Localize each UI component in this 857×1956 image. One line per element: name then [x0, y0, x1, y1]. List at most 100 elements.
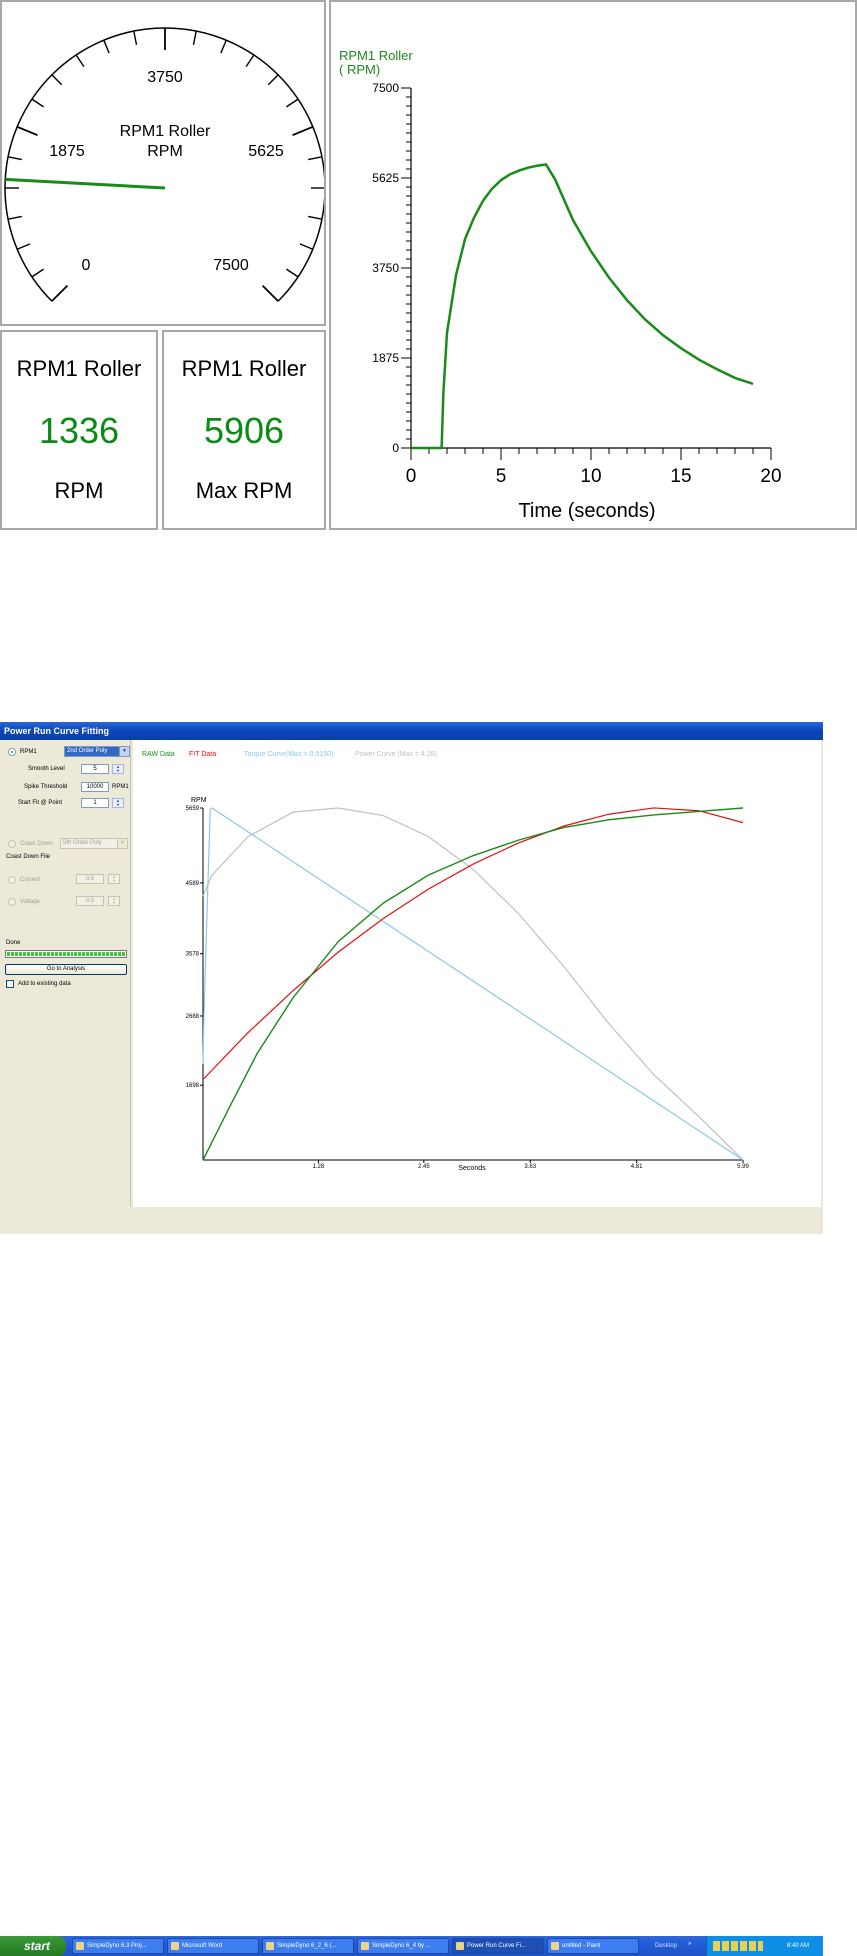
- window-title: Power Run Curve Fitting: [4, 726, 110, 736]
- legend-power: Power Curve (Max = 4.28): [355, 751, 437, 758]
- gauge-tick: [31, 268, 44, 278]
- voltage-input[interactable]: 0.5: [76, 896, 104, 906]
- current-spinner[interactable]: ▲ ▼: [108, 874, 120, 884]
- control-panel: RPM1 2nd Order Poly ▼ Smooth Level 5 ▲ ▼ …: [2, 740, 131, 1207]
- gauge-tick: [286, 268, 299, 278]
- smooth-level-input[interactable]: 5: [81, 764, 109, 774]
- gauge-tick-label: 0: [82, 257, 91, 274]
- current-radio[interactable]: [8, 876, 16, 884]
- desktop-toolbar-label[interactable]: Desktop: [655, 1943, 678, 1949]
- smooth-level-spinner[interactable]: ▲ ▼: [112, 764, 124, 774]
- progress-segment: [30, 952, 34, 956]
- smooth-level-label: Smooth Level: [28, 766, 65, 772]
- y-tick-label: 1875: [372, 351, 399, 365]
- status-text: Done: [6, 940, 21, 946]
- gauge-tick-label: 3750: [147, 69, 183, 86]
- rpm-time-chart: RPM1 Roller ( RPM) 0 1875 3750 5625 7500 0 5 1…: [339, 48, 782, 522]
- dyno-dashboard-screenshot: 3750 1875 5625 0 7500 RPM1 Roller RPM RP…: [0, 0, 857, 532]
- x-tick-label: 5: [496, 466, 507, 487]
- gauge-tick: [31, 98, 44, 108]
- progress-segment: [102, 952, 106, 956]
- start-fit-label: Start Fit @ Point: [18, 800, 63, 806]
- y-tick-label: 5659: [186, 806, 200, 812]
- spike-threshold-input[interactable]: 10000: [81, 782, 109, 792]
- progress-segment: [26, 952, 30, 956]
- y-tick-label: 1698: [186, 1083, 200, 1089]
- progress-segment: [114, 952, 118, 956]
- taskbar-button[interactable]: SimpleDyno 6.3 Proj...: [72, 1938, 164, 1954]
- progress-segment: [7, 952, 10, 956]
- torque-curve-line: [202, 807, 744, 1161]
- chevron-right-icon[interactable]: »: [688, 1941, 692, 1947]
- chevron-down-icon[interactable]: ▼: [119, 747, 129, 756]
- y-tick-label: 5625: [372, 171, 399, 185]
- progress-segment: [122, 952, 126, 956]
- legend-raw: RAW Data: [142, 751, 175, 758]
- rpm-series-line: [411, 163, 754, 450]
- progress-segment: [58, 952, 62, 956]
- window-title-bar[interactable]: Power Run Curve Fitting: [0, 722, 823, 740]
- gauge-tick: [16, 243, 31, 250]
- gauge-tick-label: 5625: [248, 143, 284, 160]
- tray-icons[interactable]: [713, 1941, 763, 1951]
- curve-series: [202, 807, 744, 1161]
- fit-type-select[interactable]: 2nd Order Poly ▼: [64, 746, 130, 757]
- gauge-tick: [292, 125, 314, 137]
- readout-value: 1336: [38, 410, 120, 451]
- y-tick-label: 2688: [186, 1014, 200, 1020]
- coast-fit-type-value: 5th Order Poly: [63, 840, 102, 846]
- gauge-unit: RPM: [147, 143, 183, 160]
- readout-current-panel: RPM1 Roller 1336 RPM: [0, 330, 158, 530]
- gauge-tick: [75, 54, 85, 67]
- y-tick-label: 3578: [186, 952, 200, 958]
- taskbar-button[interactable]: untitled - Paint: [547, 1938, 639, 1954]
- voltage-spinner[interactable]: ▲ ▼: [108, 896, 120, 906]
- gauge-tick: [308, 215, 323, 220]
- x-tick-label: 1.28: [313, 1164, 325, 1170]
- taskbar-button[interactable]: SimpleDyno 6_4 by ...: [357, 1938, 449, 1954]
- y-tick-labels: 1698 2688 3578 4589 5659: [186, 806, 203, 1089]
- x-tick-labels: 1.28 2.45 3.63 4.81 5.99: [313, 1160, 749, 1170]
- start-fit-input[interactable]: 1: [81, 798, 109, 808]
- power-curve-line: [202, 807, 744, 1161]
- gauge-tick-label: 7500: [213, 257, 249, 274]
- progress-bar: [5, 950, 127, 958]
- start-fit-spinner[interactable]: ▲ ▼: [112, 798, 124, 808]
- gauge-tick: [192, 30, 197, 45]
- y-minor-ticks: [401, 87, 411, 449]
- y-axis-label: RPM: [191, 797, 207, 804]
- spike-threshold-unit: RPM1: [112, 784, 129, 790]
- taskbar-button[interactable]: SimpleDyno 6_2_6 (...: [262, 1938, 354, 1954]
- x-minor-ticks: [410, 448, 772, 460]
- gauge-tick: [7, 215, 22, 220]
- readout-unit: RPM: [54, 478, 104, 503]
- chevron-down-icon[interactable]: ▼: [117, 839, 127, 848]
- clock: 8:40 AM: [787, 1943, 810, 1949]
- rpm-radio-label: RPM1: [20, 749, 37, 755]
- add-existing-checkbox[interactable]: [6, 980, 14, 988]
- coast-fit-type-select[interactable]: 5th Order Poly ▼: [60, 838, 128, 849]
- progress-segment: [74, 952, 78, 956]
- progress-segment: [82, 952, 86, 956]
- progress-segment: [70, 952, 74, 956]
- start-button[interactable]: start: [0, 1936, 66, 1956]
- gauge-tick: [308, 156, 323, 161]
- x-tick-label: 2.45: [418, 1164, 430, 1170]
- x-tick-label: 3.63: [524, 1164, 536, 1170]
- current-input[interactable]: 0.5: [76, 874, 104, 884]
- go-to-analysis-button[interactable]: Go to Analysis: [5, 964, 127, 975]
- progress-segment: [38, 952, 42, 956]
- fit-type-value: 2nd Order Poly: [67, 748, 108, 754]
- progress-segment: [54, 952, 58, 956]
- taskbar-button[interactable]: Microsoft Word: [167, 1938, 259, 1954]
- add-existing-label: Add to existing data: [18, 981, 71, 987]
- rpm-radio[interactable]: [8, 748, 16, 756]
- readout-unit: Max RPM: [195, 478, 293, 503]
- voltage-radio[interactable]: [8, 898, 16, 906]
- spike-threshold-label: Spike Threshold: [24, 784, 68, 790]
- progress-segment: [110, 952, 114, 956]
- progress-segment: [118, 952, 122, 956]
- x-tick-label: 5.99: [737, 1164, 749, 1170]
- taskbar-button-active[interactable]: Power Run Curve Fi...: [452, 1938, 544, 1954]
- coast-down-radio[interactable]: [8, 840, 16, 848]
